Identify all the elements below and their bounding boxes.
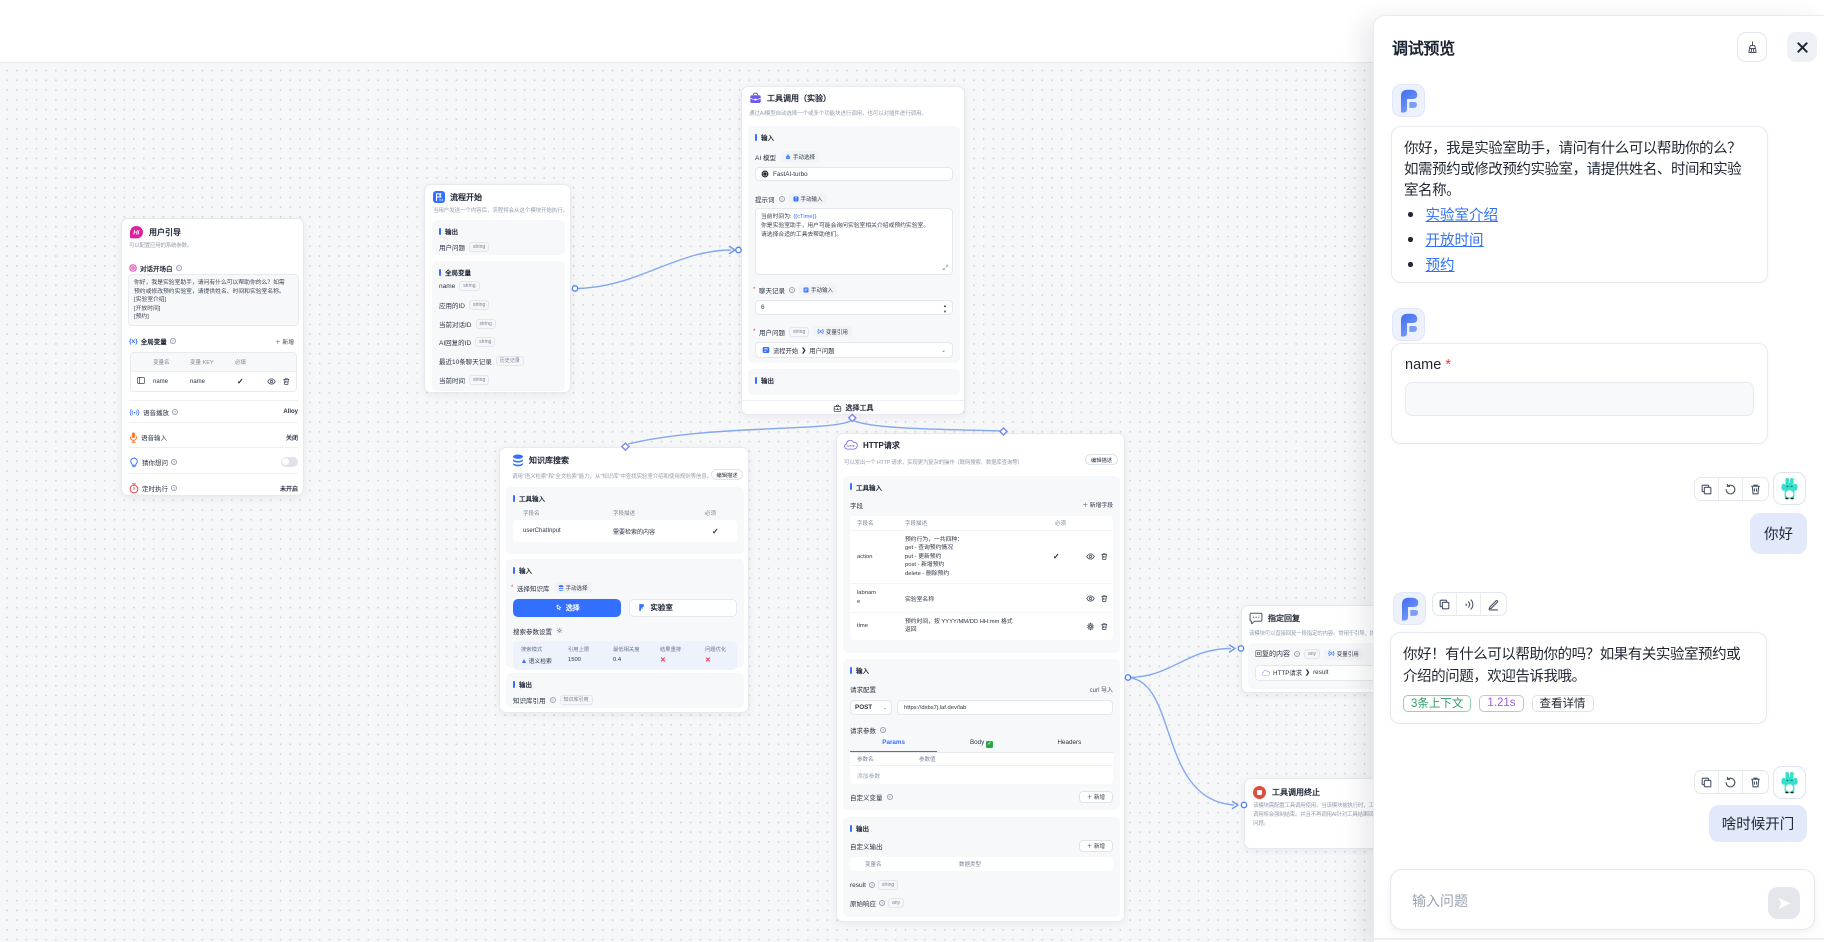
svg-text:Hi: Hi (133, 230, 139, 237)
svg-text:HTTP: HTTP (847, 444, 855, 448)
